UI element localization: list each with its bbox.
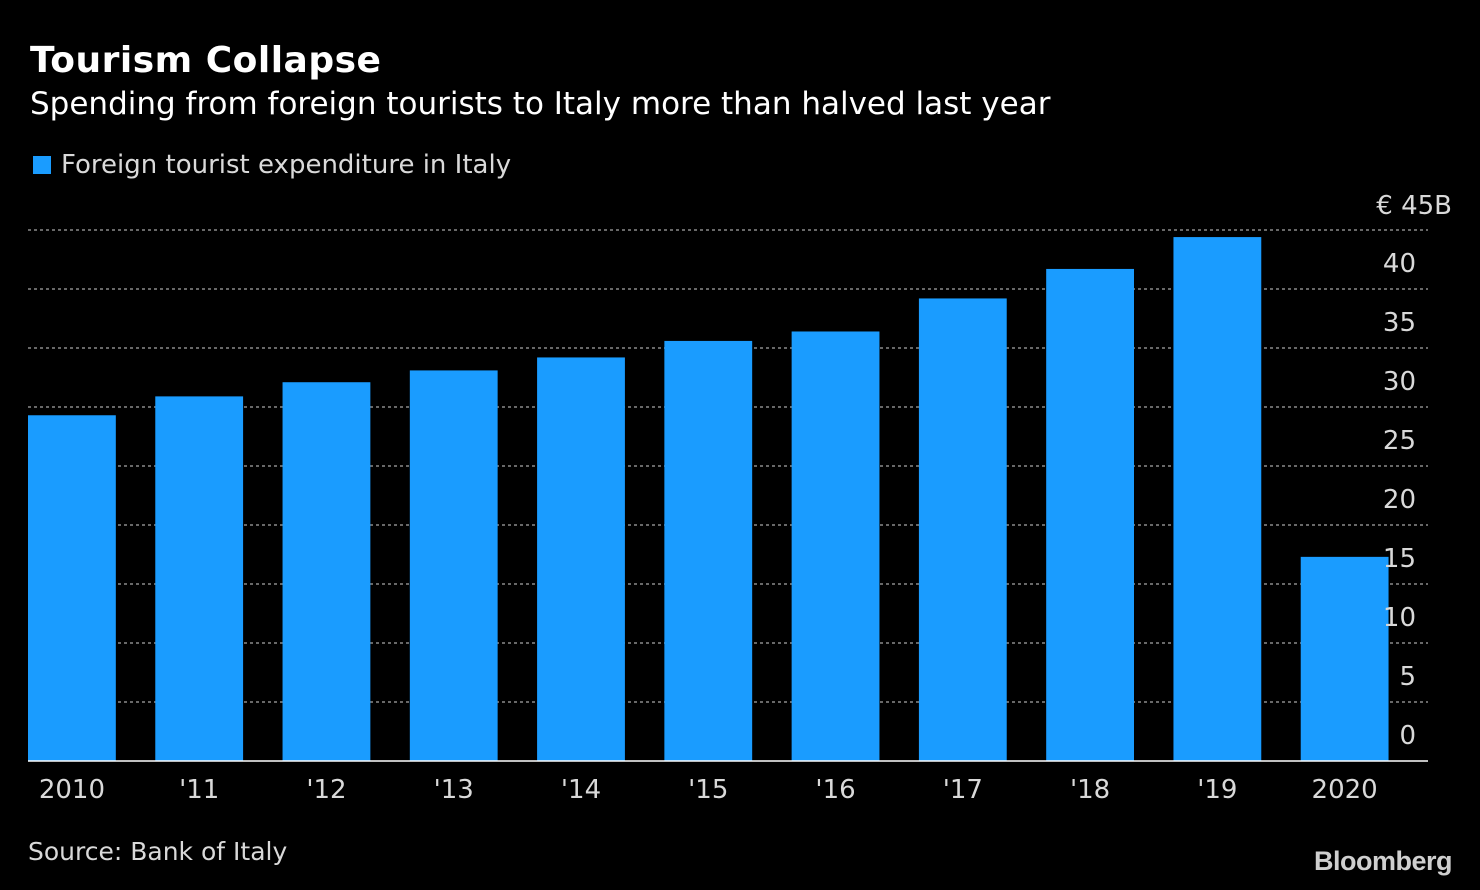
x-tick-label: '18 xyxy=(1070,775,1110,805)
x-tick-label: '19 xyxy=(1197,775,1237,805)
legend: Foreign tourist expenditure in Italy xyxy=(33,150,511,180)
y-tick-label: 10 xyxy=(1383,603,1416,633)
chart-subtitle: Spending from foreign tourists to Italy … xyxy=(30,86,1051,122)
y-tick-label: 30 xyxy=(1383,367,1416,397)
y-tick-label: 35 xyxy=(1383,308,1416,338)
bar xyxy=(537,357,625,761)
x-tick-label: '14 xyxy=(561,775,601,805)
bar xyxy=(282,382,371,761)
bar xyxy=(155,396,244,761)
x-tick-label: '13 xyxy=(434,775,474,805)
bar xyxy=(918,298,1007,761)
bar xyxy=(1300,556,1389,761)
y-tick-label: 0 xyxy=(1399,721,1416,751)
y-axis-unit-label: € 45B xyxy=(1376,191,1452,221)
y-tick-label: 15 xyxy=(1383,544,1416,574)
bar xyxy=(1046,268,1134,761)
chart-title: Tourism Collapse xyxy=(30,40,382,81)
x-tick-label: '15 xyxy=(688,775,728,805)
source-note: Source: Bank of Italy xyxy=(28,837,288,866)
bar xyxy=(664,340,753,761)
x-tick-label: '11 xyxy=(179,775,219,805)
y-tick-label: 25 xyxy=(1383,426,1416,456)
bar xyxy=(1173,237,1262,761)
bar xyxy=(28,415,116,761)
y-tick-label: 20 xyxy=(1383,485,1416,515)
y-tick-label: 5 xyxy=(1399,662,1416,692)
x-tick-label: 2010 xyxy=(39,775,105,805)
bloomberg-logo: Bloomberg xyxy=(1313,846,1453,876)
bar xyxy=(791,331,880,761)
x-tick-label: '12 xyxy=(306,775,346,805)
y-tick-label: 40 xyxy=(1383,249,1416,279)
bar xyxy=(409,370,498,761)
legend-label: Foreign tourist expenditure in Italy xyxy=(61,150,512,180)
x-tick-label: '16 xyxy=(815,775,855,805)
x-tick-label: '17 xyxy=(943,775,983,805)
x-tick-label: 2020 xyxy=(1312,775,1378,805)
legend-swatch xyxy=(33,156,51,174)
